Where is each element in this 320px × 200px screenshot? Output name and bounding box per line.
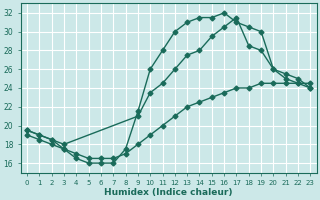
X-axis label: Humidex (Indice chaleur): Humidex (Indice chaleur)	[104, 188, 233, 197]
